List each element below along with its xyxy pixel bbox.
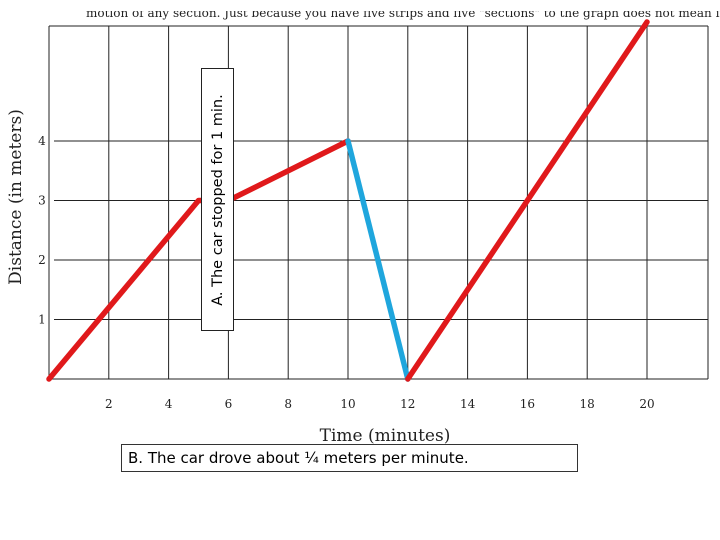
x-tick-label: 8 <box>284 397 292 411</box>
x-tick-label: 2 <box>105 397 113 411</box>
annotation-stopped-box: A. The car stopped for 1 min. <box>201 68 234 331</box>
instruction-text: motion of any section. Just because you … <box>86 11 720 23</box>
y-tick-label: 1 <box>38 313 46 327</box>
y-axis-label: Distance (in meters) <box>6 109 26 285</box>
x-tick-label: 10 <box>340 397 355 411</box>
annotation-stopped-text: A. The car stopped for 1 min. <box>209 93 226 306</box>
instruction-text-content: motion of any section. Just because you … <box>86 11 720 20</box>
y-tick-label: 3 <box>38 194 46 208</box>
y-tick-label: 4 <box>38 134 46 148</box>
x-tick-label: 12 <box>400 397 415 411</box>
series-line-2 <box>345 138 411 382</box>
x-tick-label: 16 <box>520 397 535 411</box>
x-tick-label: 20 <box>639 397 654 411</box>
x-tick-label: 14 <box>460 397 476 411</box>
y-tick-label: 2 <box>38 253 46 267</box>
x-axis-label: Time (minutes) <box>319 426 451 446</box>
annotation-rate-box: B. The car drove about ¼ meters per minu… <box>121 444 578 472</box>
x-tick-label: 6 <box>225 397 233 411</box>
series-line-3 <box>405 19 650 382</box>
x-tick-label: 4 <box>165 397 173 411</box>
x-tick-label: 18 <box>580 397 595 411</box>
